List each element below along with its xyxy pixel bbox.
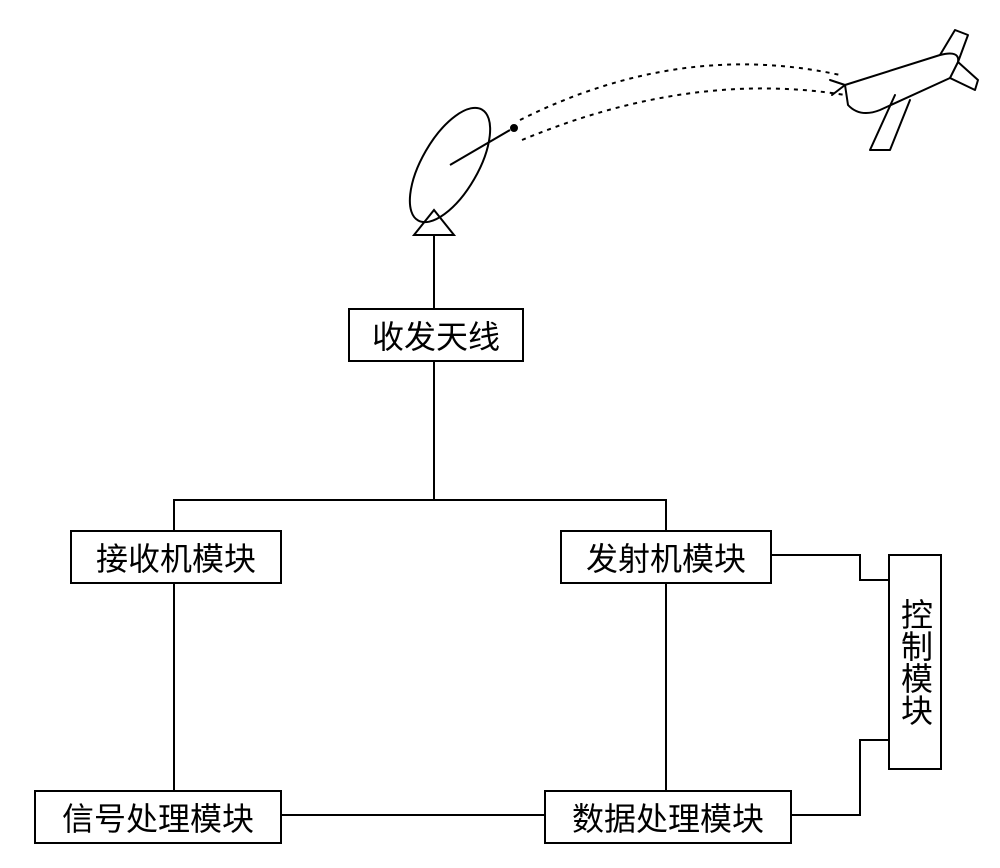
diagram-canvas: 收发天线 接收机模块 发射机模块 信号处理模块 数据处理模块 控制模块 bbox=[0, 0, 1000, 868]
transmitter-label: 发射机模块 bbox=[586, 534, 746, 580]
signal-beam bbox=[520, 64, 845, 140]
connection-lines bbox=[174, 358, 888, 815]
receiver-label: 接收机模块 bbox=[96, 534, 256, 580]
signal-processing-label: 信号处理模块 bbox=[62, 794, 254, 840]
control-module-box: 控制模块 bbox=[888, 554, 942, 770]
aircraft-icon bbox=[830, 30, 978, 150]
antenna-box: 收发天线 bbox=[348, 308, 524, 362]
illustration-layer bbox=[0, 0, 1000, 868]
transmitter-box: 发射机模块 bbox=[560, 530, 772, 584]
signal-processing-box: 信号处理模块 bbox=[34, 790, 282, 844]
receiver-box: 接收机模块 bbox=[70, 530, 282, 584]
data-processing-label: 数据处理模块 bbox=[572, 794, 764, 840]
data-processing-box: 数据处理模块 bbox=[544, 790, 792, 844]
control-module-label: 控制模块 bbox=[892, 598, 938, 726]
dish-antenna-icon bbox=[394, 96, 517, 308]
antenna-label: 收发天线 bbox=[372, 312, 500, 358]
